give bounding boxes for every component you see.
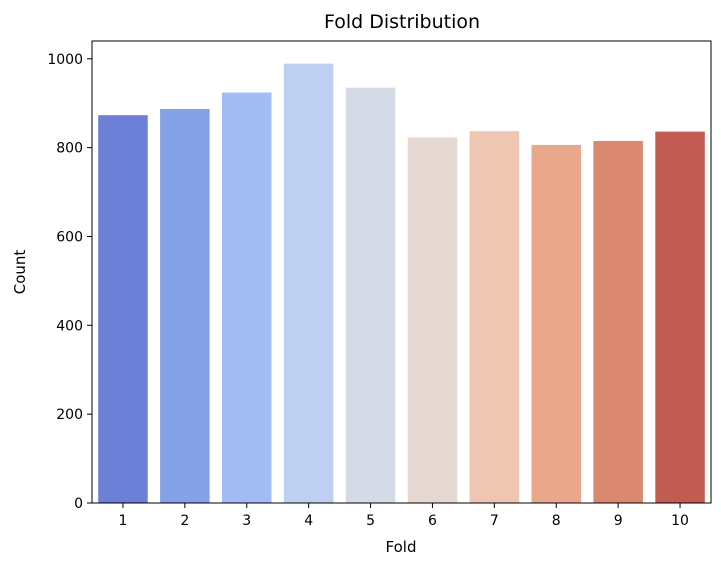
plot-frame (91, 40, 712, 504)
bar-fold-7 (469, 131, 520, 504)
x-tick-label: 7 (490, 513, 499, 529)
x-axis-label: Fold (386, 538, 417, 556)
y-axis-ticks: 0 200 400 600 800 1000 (47, 52, 92, 512)
y-tick-label: 200 (56, 407, 83, 423)
x-tick-label: 10 (671, 513, 689, 529)
x-tick-label: 5 (366, 513, 375, 529)
bar-fold-9 (593, 140, 643, 504)
x-tick-label: 2 (180, 513, 189, 529)
bar-fold-8 (531, 144, 582, 503)
x-tick-label: 9 (614, 513, 623, 529)
bar-fold-6 (407, 137, 458, 503)
bar-fold-5 (345, 87, 396, 504)
y-tick-label: 400 (56, 318, 83, 334)
bar-fold-10 (655, 131, 705, 503)
bars-group (98, 63, 705, 504)
x-tick-label: 4 (304, 513, 313, 529)
y-tick-label: 0 (74, 496, 83, 512)
bar-fold-4 (283, 63, 334, 504)
y-axis-label: Count (11, 250, 29, 295)
x-tick-label: 1 (118, 513, 127, 529)
y-tick-label: 1000 (47, 52, 83, 68)
bar-fold-3 (221, 92, 272, 504)
chart-title: Fold Distribution (324, 11, 480, 33)
y-tick-label: 800 (56, 141, 83, 157)
x-tick-label: 3 (242, 513, 251, 529)
x-axis-ticks: 1 2 3 4 5 6 7 8 9 10 (118, 503, 689, 529)
bar-fold-1 (98, 115, 148, 504)
x-tick-label: 6 (428, 513, 437, 529)
y-tick-label: 600 (56, 229, 83, 245)
x-tick-label: 8 (552, 513, 561, 529)
bar-fold-2 (160, 108, 210, 503)
